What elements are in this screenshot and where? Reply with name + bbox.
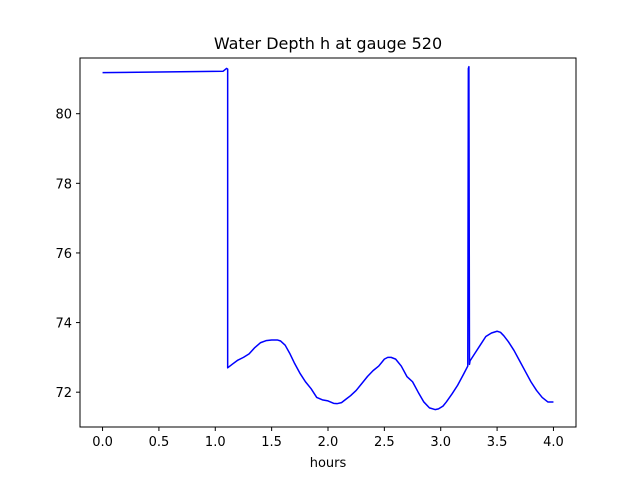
x-tick-label: 2.5 (374, 435, 395, 450)
x-tick-label: 0.5 (149, 435, 170, 450)
y-axis: 72 74 76 78 80 (55, 108, 80, 401)
y-tick-label: 80 (55, 108, 72, 123)
series-line-0 (102, 65, 554, 411)
x-axis: 0.0 0.5 1.0 1.5 2.0 2.5 3.0 3.5 4.0 (92, 427, 564, 450)
x-tick-label: 0.0 (92, 435, 113, 450)
x-tick-label: 1.5 (261, 435, 282, 450)
x-tick-label: 3.0 (430, 435, 451, 450)
x-tick-label: 1.0 (205, 435, 226, 450)
x-tick-label: 4.0 (543, 435, 564, 450)
y-tick-label: 76 (55, 247, 72, 262)
x-tick-label: 3.5 (487, 435, 508, 450)
x-axis-label: hours (310, 456, 347, 471)
chart-title: Water Depth h at gauge 520 (214, 34, 442, 53)
y-tick-label: 72 (55, 386, 72, 401)
y-tick-label: 78 (55, 177, 72, 192)
series-layer (102, 65, 554, 411)
y-tick-label: 74 (55, 317, 72, 332)
x-tick-label: 2.0 (318, 435, 339, 450)
